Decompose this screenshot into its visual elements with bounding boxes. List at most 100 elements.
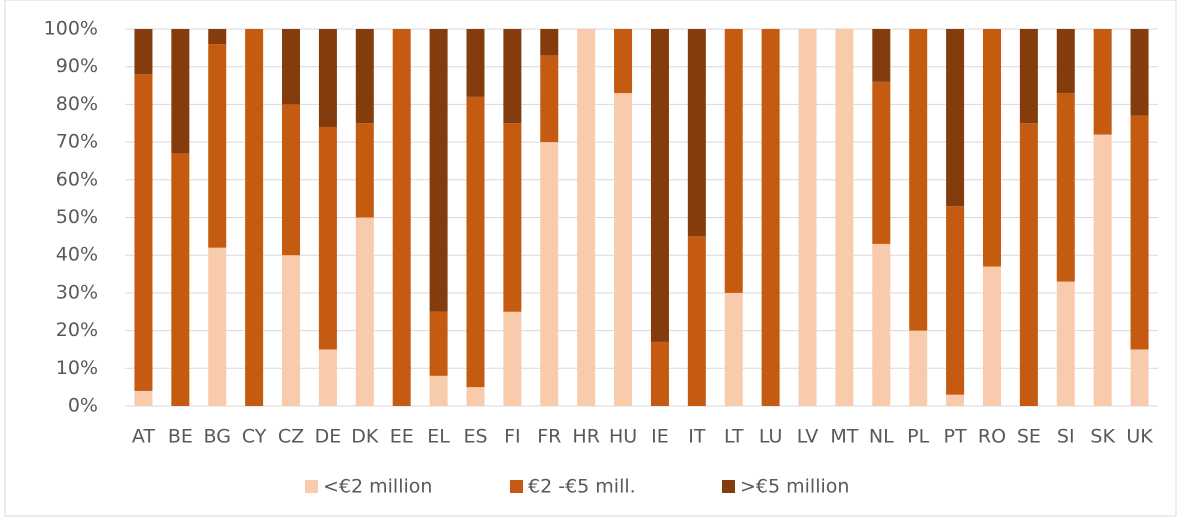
bar-segment	[798, 29, 817, 406]
x-tick-label: LV	[797, 426, 819, 448]
bar-segment	[245, 29, 264, 406]
x-tick-label: HU	[609, 426, 637, 448]
bar-segment	[724, 29, 743, 293]
bar-segment	[318, 29, 337, 128]
bar-segment	[282, 104, 301, 256]
bar-segment	[503, 29, 522, 124]
x-tick-label: LU	[759, 426, 783, 448]
bar-segment	[466, 29, 485, 97]
bar-segment	[1093, 134, 1112, 406]
bar-segment	[208, 44, 227, 248]
y-tick-label: 50%	[56, 206, 98, 228]
bar-segment	[134, 390, 153, 406]
bar-segment	[614, 93, 633, 406]
x-tick-label: ES	[463, 426, 487, 448]
y-tick-label: 70%	[56, 131, 98, 153]
bar-segment	[1130, 115, 1149, 350]
y-tick-label: 60%	[56, 168, 98, 190]
bar-segment	[946, 394, 965, 406]
x-tick-label: DE	[315, 426, 342, 448]
x-tick-label: PL	[907, 426, 929, 448]
x-tick-label: CY	[242, 426, 267, 448]
legend-label: €2 -€5 mill.	[528, 476, 636, 498]
y-tick-label: 0%	[68, 395, 98, 417]
x-tick-label: DK	[351, 426, 379, 448]
x-tick-label: FI	[504, 426, 521, 448]
bar-segment	[355, 123, 374, 218]
bar-segment	[835, 29, 854, 406]
bar-segment	[208, 29, 227, 45]
bar-segment	[872, 29, 891, 82]
bar-segment	[171, 153, 190, 406]
bar-segment	[1093, 29, 1112, 135]
bar-segment	[540, 55, 559, 143]
bar-segment	[282, 255, 301, 406]
bar-segment	[687, 236, 706, 406]
x-tick-label: EL	[427, 426, 450, 448]
bar-segment	[318, 127, 337, 350]
x-tick-label: HR	[572, 426, 600, 448]
bar-segment	[429, 29, 448, 312]
bar-segment	[429, 375, 448, 406]
legend-swatch	[305, 480, 318, 493]
x-tick-label: BG	[204, 426, 231, 448]
bar-segment	[1130, 29, 1149, 116]
bar-segment	[355, 217, 374, 406]
x-tick-label: NL	[869, 426, 894, 448]
bar-segment	[171, 29, 190, 154]
bar-segment	[872, 243, 891, 406]
bar-segment	[650, 29, 669, 342]
bar-segment	[429, 311, 448, 376]
bar-segment	[982, 29, 1001, 267]
bar-segment	[1056, 281, 1075, 406]
legend-swatch	[510, 480, 523, 493]
bar-segment	[134, 29, 153, 75]
x-tick-label: FR	[537, 426, 561, 448]
x-tick-label: RO	[978, 426, 1006, 448]
bar-segment	[134, 74, 153, 391]
bar-segment	[650, 341, 669, 406]
x-tick-label: BE	[168, 426, 193, 448]
bar-segment	[503, 123, 522, 312]
x-tick-label: SE	[1017, 426, 1041, 448]
bar-segment	[208, 247, 227, 406]
y-tick-label: 40%	[56, 244, 98, 266]
x-tick-label: CZ	[278, 426, 304, 448]
bar-segment	[761, 29, 780, 406]
bar-segment	[540, 29, 559, 56]
bar-segment	[540, 142, 559, 406]
x-tick-label: SK	[1090, 426, 1115, 448]
bar-segment	[872, 81, 891, 244]
x-tick-label: UK	[1126, 426, 1153, 448]
bar-segment	[392, 29, 411, 406]
bar-segment	[614, 29, 633, 94]
bar-segment	[282, 29, 301, 105]
y-tick-label: 100%	[44, 18, 98, 40]
x-tick-label: PT	[944, 426, 967, 448]
bar-segment	[724, 292, 743, 406]
legend-label: >€5 million	[740, 476, 849, 498]
bar-segment	[355, 29, 374, 124]
x-tick-label: LT	[724, 426, 744, 448]
bar-segment	[1130, 349, 1149, 406]
bar-segment	[577, 29, 596, 406]
bar-segment	[318, 349, 337, 406]
bar-segment	[1056, 29, 1075, 94]
bar-segment	[909, 330, 928, 406]
x-tick-label: IT	[688, 426, 706, 448]
x-tick-label: AT	[132, 426, 156, 448]
bar-segment	[687, 29, 706, 237]
y-tick-label: 90%	[56, 55, 98, 77]
y-tick-label: 30%	[56, 281, 98, 303]
bar-segment	[1056, 93, 1075, 282]
legend-label: <€2 million	[323, 476, 432, 498]
bar-segment	[946, 29, 965, 207]
y-tick-label: 80%	[56, 93, 98, 115]
x-tick-label: EE	[390, 426, 414, 448]
bar-segment	[1019, 29, 1038, 124]
bar-segment	[982, 266, 1001, 406]
y-tick-label: 20%	[56, 319, 98, 341]
legend-swatch	[722, 480, 735, 493]
bar-segment	[466, 387, 485, 406]
